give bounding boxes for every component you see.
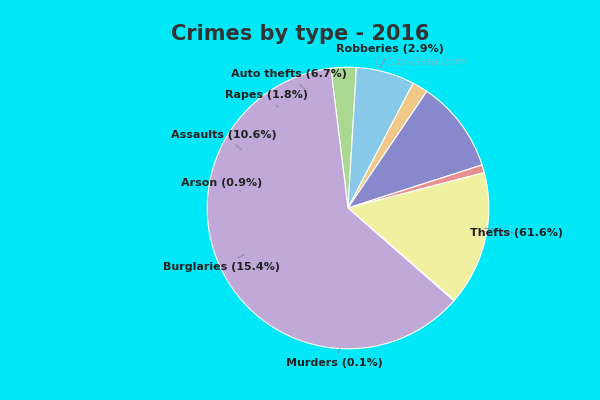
Text: Arson (0.9%): Arson (0.9%) — [181, 178, 262, 191]
Wedge shape — [348, 173, 489, 300]
Wedge shape — [207, 68, 454, 349]
Wedge shape — [348, 68, 413, 208]
Text: Assaults (10.6%): Assaults (10.6%) — [171, 130, 277, 150]
Wedge shape — [331, 67, 356, 208]
Text: Rapes (1.8%): Rapes (1.8%) — [225, 90, 308, 108]
Text: Thefts (61.6%): Thefts (61.6%) — [470, 228, 563, 238]
Wedge shape — [348, 91, 482, 208]
Wedge shape — [348, 208, 454, 301]
Text: Murders (0.1%): Murders (0.1%) — [286, 348, 382, 368]
Text: Crimes by type - 2016: Crimes by type - 2016 — [171, 24, 429, 44]
Text: Burglaries (15.4%): Burglaries (15.4%) — [163, 254, 280, 272]
Text: ⓘ City-Data.com: ⓘ City-Data.com — [376, 57, 466, 67]
Text: Auto thefts (6.7%): Auto thefts (6.7%) — [231, 69, 347, 91]
Wedge shape — [348, 83, 427, 208]
Wedge shape — [348, 165, 484, 208]
Text: Robberies (2.9%): Robberies (2.9%) — [337, 44, 444, 68]
